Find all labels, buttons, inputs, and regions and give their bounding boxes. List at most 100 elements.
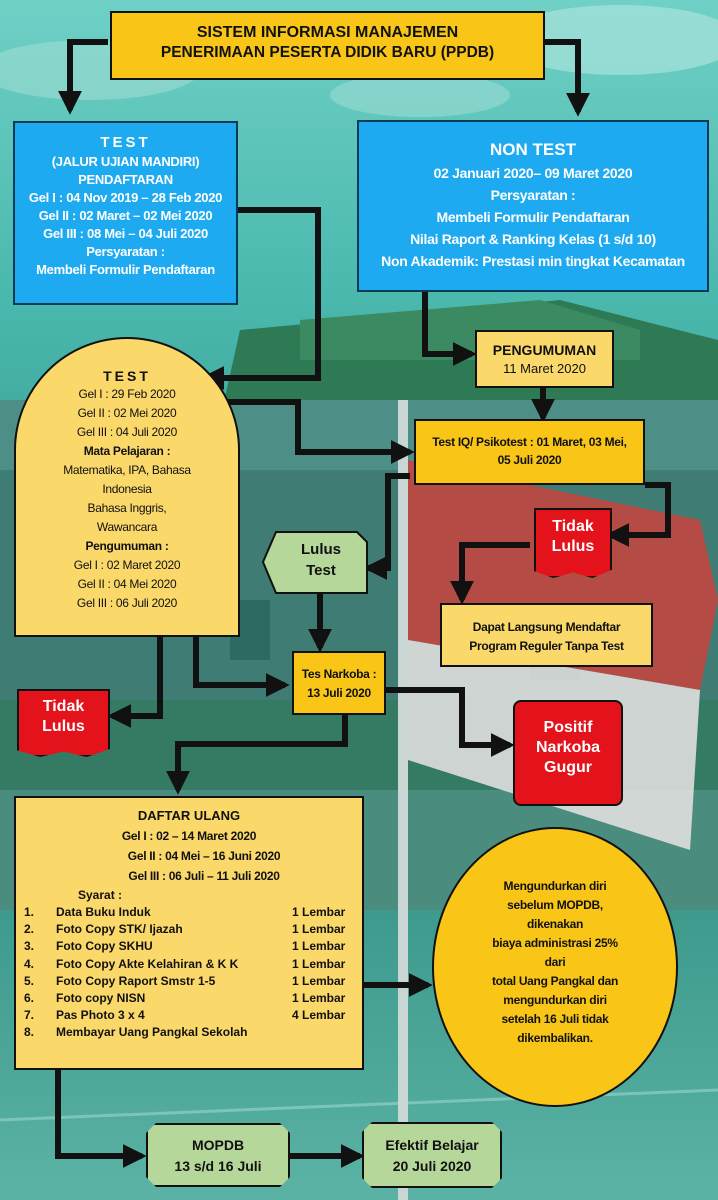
req-qty: 1 Lembar	[292, 973, 346, 988]
narkoba-line: 13 Juli 2020	[307, 686, 371, 700]
req-no: 8.	[24, 1025, 35, 1040]
test-line: Gel II : 02 Maret – 02 Mei 2020	[38, 208, 213, 223]
test-detail-line: Wawancara	[96, 520, 158, 534]
title-line-2: PENERIMAAN PESERTA DIDIK BARU (PPDB)	[160, 44, 495, 61]
positif-narkoba-box: Positif Narkoba Gugur	[513, 700, 623, 806]
pengumuman-title: PENGUMUMAN	[492, 342, 597, 358]
non-test-box: NON TEST 02 Januari 2020– 09 Maret 2020 …	[357, 120, 709, 292]
mengundurkan-line: dikenakan	[527, 917, 583, 931]
req-qty: 1 Lembar	[292, 939, 346, 954]
non-test-heading: NON TEST	[490, 140, 576, 159]
req-qty: 1 Lembar	[292, 905, 346, 919]
non-test-line: Nilai Raport & Ranking Kelas (1 s/d 10)	[410, 231, 656, 247]
req-text: Pas Photo 3 x 4	[56, 1008, 145, 1023]
reguler-line: Program Reguler Tanpa Test	[469, 639, 624, 653]
lulus-test-shape	[262, 531, 368, 594]
test-line: Gel I : 04 Nov 2019 – 28 Feb 2020	[28, 190, 223, 205]
mopdb-line: MOPDB	[191, 1137, 245, 1153]
req-qty: 1 Lembar	[292, 991, 346, 1006]
psikotest-line-1: Test IQ/ Psikotest : 01 Maret, 03 Mei,	[432, 435, 627, 449]
psikotest-line-2: 05 Juli 2020	[497, 453, 562, 467]
title-box: SISTEM INFORMASI MANAJEMEN PENERIMAAN PE…	[110, 11, 545, 80]
test-detail-line: Mata Pelajaran :	[83, 444, 171, 458]
daftar-ulang-gel: Gel III : 06 Juli – 11 Juli 2020	[128, 869, 280, 883]
req-no: 1.	[24, 905, 35, 919]
test-detail-line: Pengumuman :	[85, 539, 169, 553]
daftar-ulang-gel: Gel II : 04 Mei – 16 Juni 2020	[127, 849, 281, 863]
req-text: Data Buku Induk	[56, 905, 151, 919]
req-text: Foto Copy STK/ Ijazah	[56, 922, 183, 937]
mopdb-box: MOPDB 13 s/d 16 Juli	[146, 1123, 290, 1187]
syarat-label: Syarat :	[78, 888, 123, 902]
positif-line: Positif	[543, 719, 593, 736]
test-line: Persyaratan :	[86, 244, 165, 259]
req-no: 5.	[24, 973, 35, 988]
mengundurkan-line: Mengundurkan diri	[503, 879, 607, 893]
tidak-lulus-line: Tidak	[42, 698, 85, 715]
req-no: 3.	[24, 939, 35, 954]
mopdb-line: 13 s/d 16 Juli	[174, 1158, 262, 1174]
test-detail-heading: TEST	[103, 368, 151, 384]
positif-line: Gugur	[544, 759, 592, 776]
daftar-ulang-box: DAFTAR ULANG Gel I : 02 – 14 Maret 2020 …	[14, 796, 364, 1070]
non-test-line: Persyaratan :	[490, 187, 576, 203]
requirement-row: 5. Foto Copy Raport Smstr 1-5 1 Lembar	[16, 973, 362, 990]
requirement-row: 1. Data Buku Induk 1 Lembar	[16, 904, 362, 921]
daftar-ulang-heading: DAFTAR ULANG	[137, 808, 241, 823]
test-detail-line: Gel II : 02 Mei 2020	[77, 406, 177, 420]
test-detail-line: Matematika, IPA, Bahasa	[63, 463, 191, 477]
lulus-test-line: Test	[306, 562, 336, 579]
req-qty: 1 Lembar	[292, 922, 346, 937]
mengundurkan-line: mengundurkan diri	[503, 993, 607, 1007]
psikotest-box: Test IQ/ Psikotest : 01 Maret, 03 Mei, 0…	[414, 419, 645, 485]
requirement-row: 6. Foto copy NISN 1 Lembar	[16, 990, 362, 1007]
non-test-line: Membeli Formulir Pendaftaran	[436, 209, 630, 225]
test-detail-line: Gel III : 04 Juli 2020	[76, 425, 178, 439]
test-detail-line: Gel I : 02 Maret 2020	[73, 558, 181, 572]
tidak-lulus-line: Lulus	[551, 538, 595, 555]
req-no: 6.	[24, 991, 35, 1006]
mengundurkan-line: dikembalikan.	[517, 1031, 593, 1045]
requirement-row: 4. Foto Copy Akte Kelahiran & K K 1 Lembar	[16, 956, 362, 973]
mengundurkan-line: biaya administrasi 25%	[492, 936, 618, 950]
test-detail-line: Gel I : 29 Feb 2020	[78, 387, 176, 401]
requirement-row: 8. Membayar Uang Pangkal Sekolah	[16, 1024, 362, 1041]
req-qty: 1 Lembar	[292, 956, 346, 971]
reguler-line: Dapat Langsung Mendaftar	[472, 620, 621, 634]
test-heading: TEST	[100, 134, 151, 151]
tidak-lulus-left-box: Tidak Lulus	[17, 689, 110, 757]
lulus-test-label: Lulus Test	[276, 539, 366, 581]
title-line-1: SISTEM INFORMASI MANAJEMEN	[196, 24, 459, 41]
test-detail-box: TEST Gel I : 29 Feb 2020 Gel II : 02 Mei…	[14, 337, 240, 637]
daftar-ulang-gel: Gel I : 02 – 14 Maret 2020	[121, 829, 257, 843]
non-test-line: Non Akademik: Prestasi min tingkat Kecam…	[381, 253, 685, 269]
test-detail-line: Indonesia	[102, 482, 152, 496]
efektif-belajar-box: Efektif Belajar 20 Juli 2020	[362, 1122, 502, 1188]
requirement-row: 7. Pas Photo 3 x 4 4 Lembar	[16, 1007, 362, 1024]
req-text: Membayar Uang Pangkal Sekolah	[56, 1025, 248, 1040]
test-line: PENDAFTARAN	[78, 172, 173, 187]
test-line: Membeli Formulir Pendaftaran	[36, 262, 215, 277]
req-qty: 4 Lembar	[292, 1008, 346, 1023]
requirement-row: 3. Foto Copy SKHU 1 Lembar	[16, 938, 362, 955]
non-test-line: 02 Januari 2020– 09 Maret 2020	[433, 165, 633, 181]
test-detail-line: Bahasa Inggris,	[87, 501, 167, 515]
test-line: (JALUR UJIAN MANDIRI)	[51, 154, 200, 169]
test-detail-line: Gel III : 06 Juli 2020	[76, 596, 178, 610]
reguler-box: Dapat Langsung Mendaftar Program Reguler…	[440, 603, 653, 667]
pengumuman-date: 11 Maret 2020	[503, 361, 586, 376]
tes-narkoba-box: Tes Narkoba : 13 Juli 2020	[292, 651, 386, 715]
requirement-row: 2. Foto Copy STK/ Ijazah 1 Lembar	[16, 921, 362, 938]
mengundurkan-box: Mengundurkan diri sebelum MOPDB, dikenak…	[432, 827, 678, 1107]
req-no: 7.	[24, 1008, 35, 1023]
req-no: 4.	[24, 956, 35, 971]
tidak-lulus-line: Lulus	[42, 718, 85, 735]
narkoba-line: Tes Narkoba :	[301, 667, 377, 681]
req-text: Foto Copy Akte Kelahiran & K K	[56, 956, 239, 971]
test-line: Gel III : 08 Mei – 04 Juli 2020	[43, 226, 208, 241]
test-detail-line: Gel II : 04 Mei 2020	[77, 577, 177, 591]
mengundurkan-line: total Uang Pangkal dan	[491, 974, 619, 988]
test-registration-box: TEST (JALUR UJIAN MANDIRI) PENDAFTARAN G…	[13, 121, 238, 305]
positif-line: Narkoba	[535, 739, 601, 756]
req-text: Foto Copy SKHU	[56, 939, 153, 954]
